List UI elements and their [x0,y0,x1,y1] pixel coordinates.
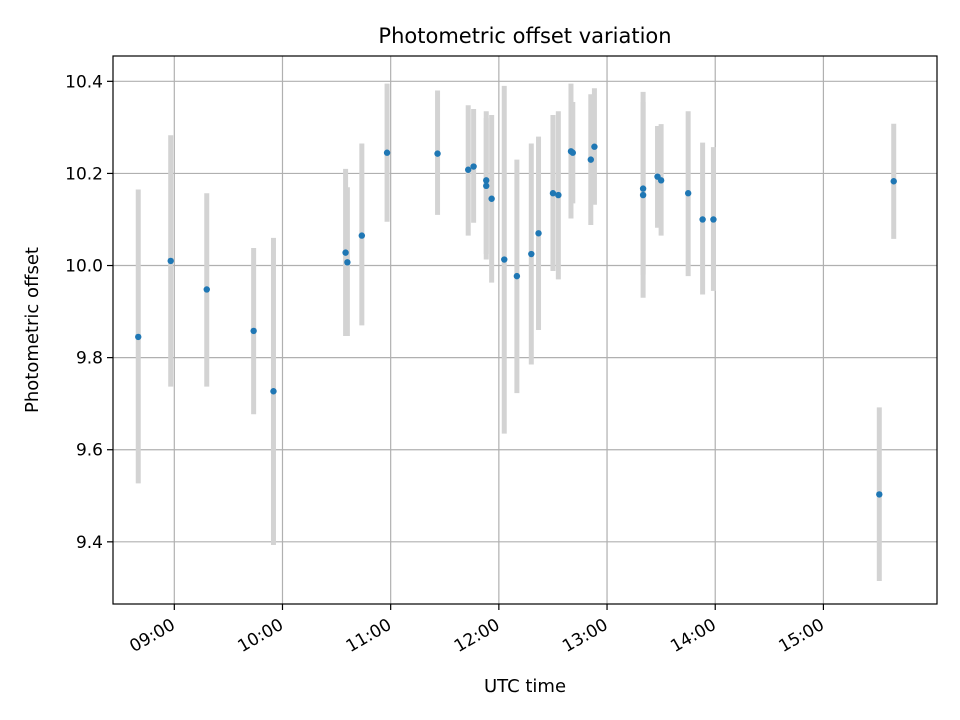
data-point [890,178,897,185]
data-point [639,191,647,199]
data-point [549,190,557,197]
data-point [470,163,477,170]
data-point [270,388,277,395]
data-point [528,250,535,258]
data-point [699,216,706,223]
data-point [342,249,349,256]
y-tick-label: 10.2 [65,164,103,184]
y-tick-label: 9.6 [76,441,103,461]
data-point [587,156,595,163]
data-point [383,149,391,156]
x-axis-label: UTC time [484,676,566,697]
data-point [344,259,351,266]
data-point [135,333,142,341]
data-point [639,185,647,192]
data-point [203,286,210,293]
data-point [434,150,441,157]
data-point [483,177,490,184]
data-point [358,232,366,239]
data-point [569,149,576,156]
y-axis-ticks: 9.4 9.6 9.8 10.0 10.2 10.4 [65,72,113,553]
plot-area-frame [112,55,938,605]
data-point [483,182,490,190]
data-point [876,491,883,498]
y-tick-label: 10.0 [65,257,103,277]
data-point [684,190,692,197]
data-point [657,177,665,184]
data-point [513,272,521,280]
y-tick-label: 10.4 [65,72,103,92]
y-axis-label: Photometric offset [22,247,43,413]
y-tick-label: 9.4 [76,533,103,553]
data-point [555,191,562,199]
data-point [501,256,508,263]
data-point [591,143,598,150]
data-point [710,216,717,223]
y-tick-label: 9.8 [76,349,103,369]
data-point [250,327,257,335]
data-point [535,230,542,237]
chart-title: Photometric offset variation [378,24,671,48]
data-point [488,195,495,202]
data-points [135,143,897,498]
data-point [167,257,174,265]
data-point [465,166,472,173]
